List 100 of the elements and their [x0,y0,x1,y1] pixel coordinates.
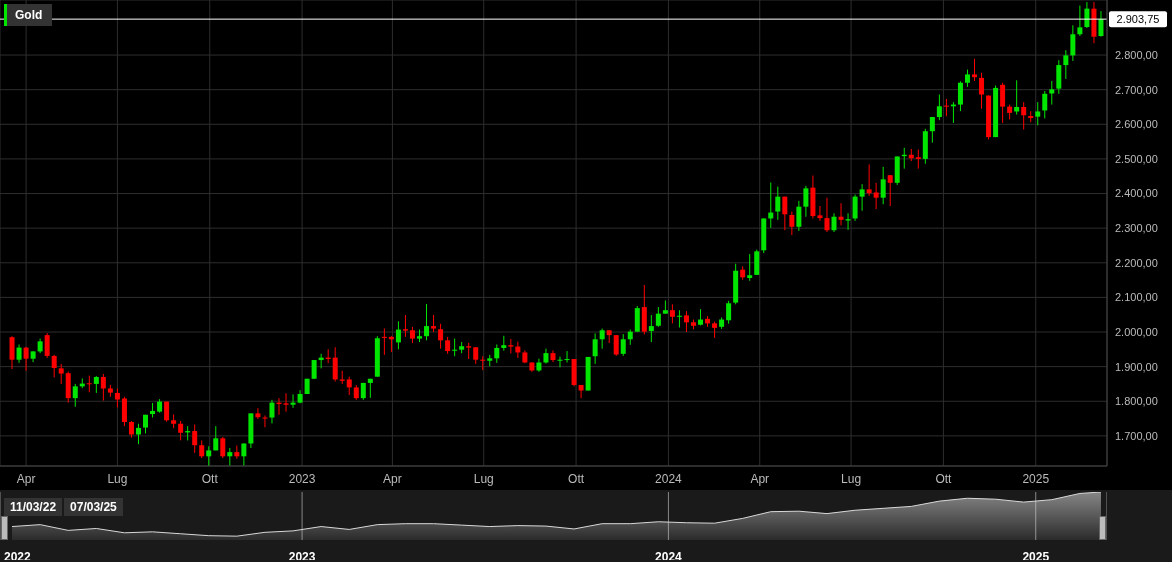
candlestick [1077,5,1083,37]
candlestick [564,350,570,363]
y-tick-label: 2.200,00 [1115,256,1158,269]
candlestick [290,393,296,409]
candlestick [957,80,963,112]
candlestick [726,300,732,325]
candlestick [480,355,486,371]
x-tick-label: Apr [383,471,402,486]
candlestick [9,335,15,370]
annotation: 11/03/22 [4,498,63,516]
y-tick-label: 2.000,00 [1115,325,1158,338]
y-tick-label: 2.800,00 [1115,48,1158,61]
candlestick [936,94,942,121]
candlestick [283,392,289,413]
candlestick [438,323,444,350]
x-tick-label: 2025 [1022,549,1050,562]
candlestick [747,253,753,282]
candlestick [873,182,879,210]
candlestick [1056,59,1062,95]
candlestick [782,196,788,231]
candlestick [213,425,219,451]
candlestick [1098,10,1104,38]
candlestick [192,423,198,454]
y-tick-label: 2.300,00 [1115,222,1158,235]
candlestick [817,205,823,222]
candlestick [51,354,57,378]
candlestick [592,332,598,365]
candlestick [683,310,689,333]
y-tick-label: 1.900,00 [1115,360,1158,373]
candlestick [72,383,78,408]
x-tick-label: Lug [473,471,494,486]
candlestick [424,303,430,341]
candlestick [100,373,106,402]
candlestick [578,384,584,399]
candlestick [121,396,127,427]
x-tick-label: Ott [568,471,585,486]
y-tick-label: 1.700,00 [1115,429,1158,442]
candlestick [402,314,408,338]
candlestick [852,194,858,222]
candlestick [866,163,872,197]
annotation: 07/03/25 [64,498,123,516]
candlestick [620,333,626,357]
candlestick [887,174,893,207]
candlestick [1000,82,1006,124]
candlestick [754,249,760,276]
y-tick-label: 2.400,00 [1115,187,1158,200]
x-tick-label: Apr [16,471,36,486]
x-tick-label: 2024 [655,549,683,562]
candlestick [972,58,978,82]
ref-line-label: 2.903,75 [1116,13,1160,26]
candlestick [135,423,141,445]
candlestick [599,328,605,350]
x-tick-label: Lug [841,471,862,486]
candlestick [381,328,387,356]
x-tick-label: 2024 [655,471,683,486]
x-tick-label: 2023 [288,471,316,486]
y-tick-label: 2.500,00 [1115,152,1158,165]
candlestick [1042,90,1048,119]
candlestick [269,399,275,424]
x-tick-label: Apr [750,471,770,486]
candlestick [16,343,22,364]
candlestick [676,309,682,329]
y-tick-label: 2.700,00 [1115,83,1158,96]
candlestick [255,407,261,420]
candlestick [775,186,781,221]
candlestick [44,332,50,359]
candlestick [395,320,401,350]
candlestick [648,314,654,343]
candlestick [1070,24,1076,62]
candlestick [669,303,675,324]
candlestick [943,98,949,117]
candlestick [58,363,64,385]
candlestick [655,306,661,328]
x-tick-label: Lug [107,471,128,486]
candlestick [241,443,247,466]
candlestick [915,149,921,170]
candlestick [634,305,640,333]
x-tick-label: Ott [201,471,219,486]
candlestick [824,197,830,233]
candlestick [859,183,865,212]
candlestick [796,200,802,232]
candlestick [929,116,935,144]
x-tick-label: Ott [935,471,953,486]
candlestick [346,376,352,396]
candlestick [789,211,795,236]
candlestick [831,212,837,233]
candlestick [1063,49,1069,80]
candlestick [114,387,120,408]
candlestick [979,72,985,110]
candlestick [845,212,851,231]
candlestick [23,346,29,372]
candlestick [178,420,184,441]
candlestick [494,343,500,364]
candlestick [1035,101,1041,126]
candlestick [220,436,226,459]
candlestick [880,166,886,205]
y-tick-label: 1.800,00 [1115,395,1158,408]
legend-label: Gold [15,8,43,22]
y-tick-label: 2.100,00 [1115,291,1158,304]
candlestick [1021,101,1027,130]
